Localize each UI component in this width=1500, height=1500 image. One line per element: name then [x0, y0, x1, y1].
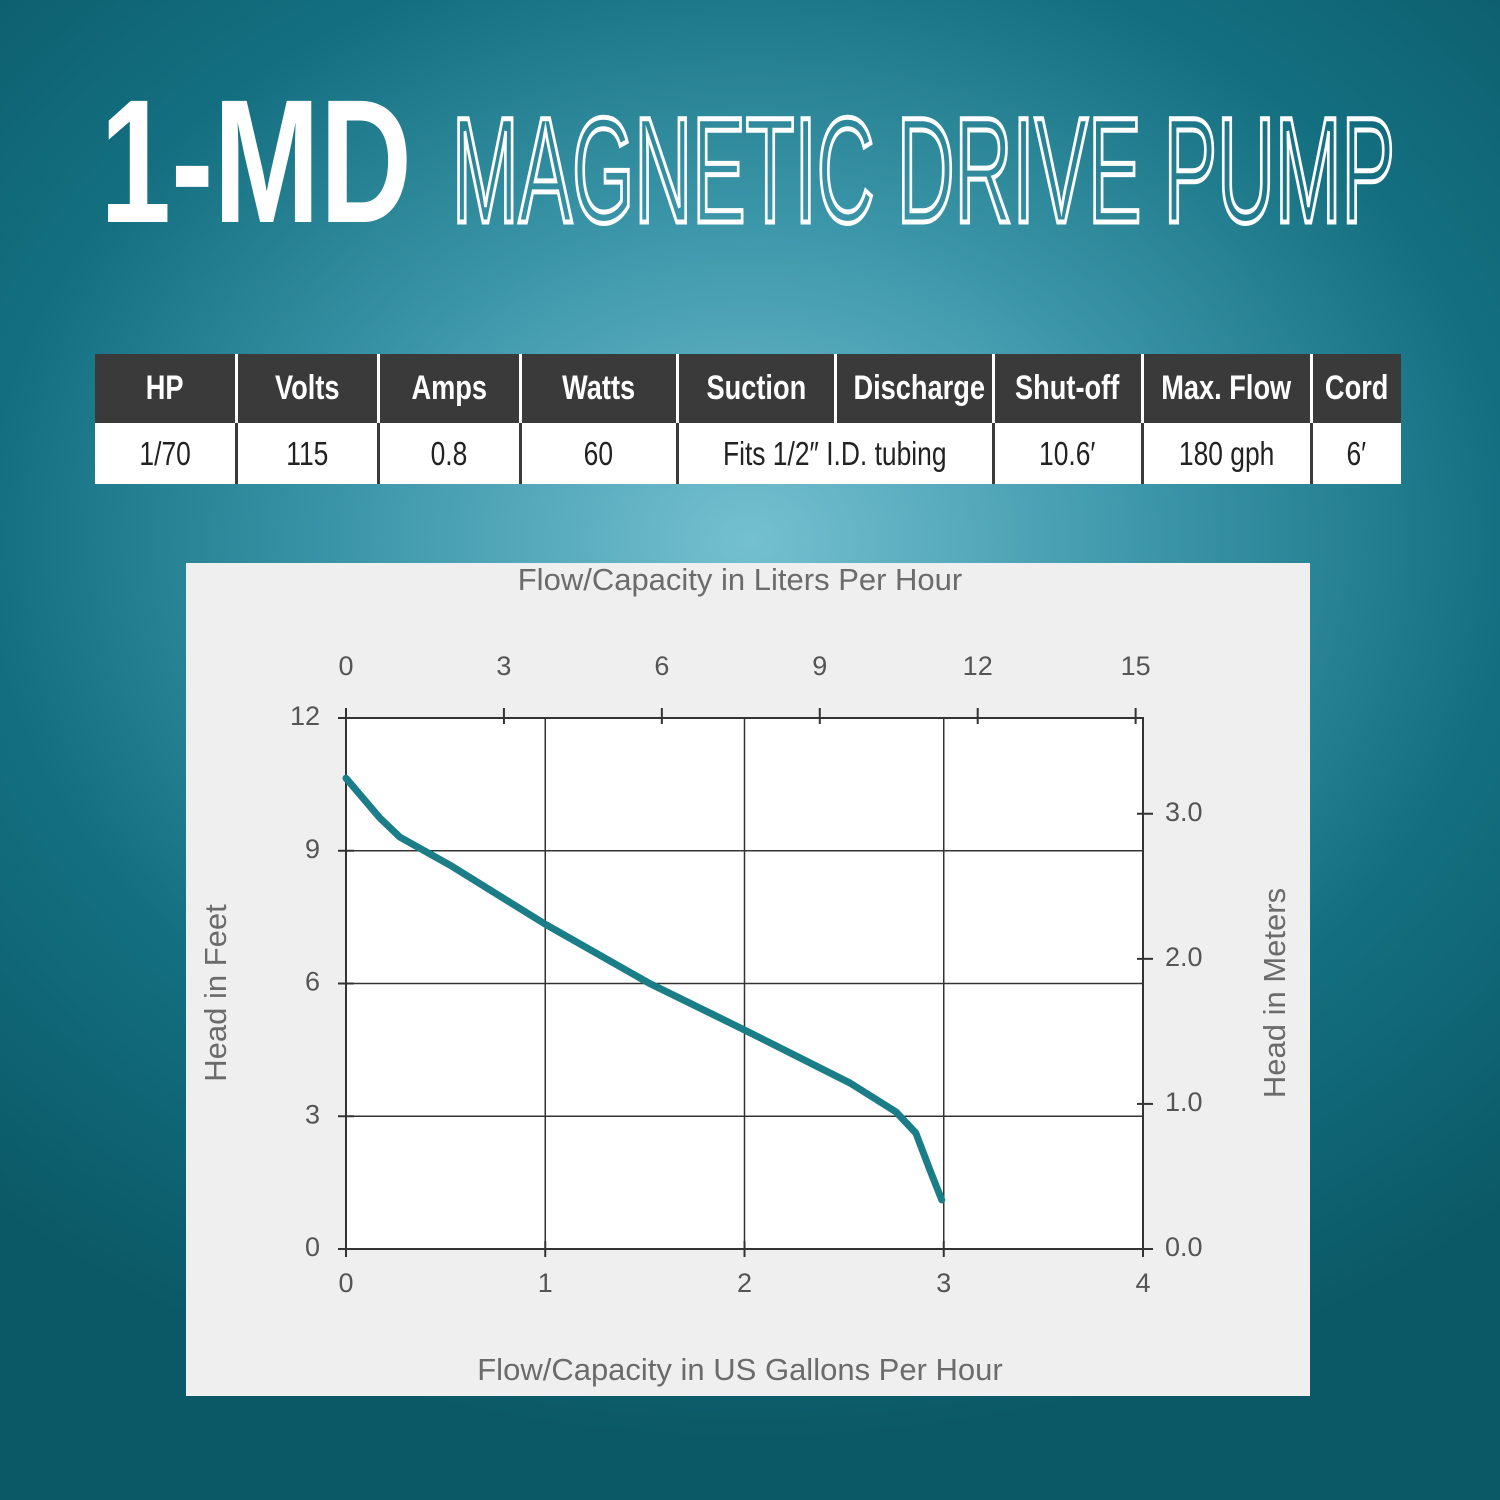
y2-tick-label: 3.0 [1165, 797, 1203, 827]
header-cell: Suction [677, 354, 837, 423]
curve [342, 774, 946, 1204]
header-cell: HP [95, 354, 238, 423]
data-row: 1/70 115 0.8 60 Fits 1/2″ I.D. tubing 10… [95, 423, 1401, 484]
x2-tick-label: 6 [654, 651, 669, 681]
chart-panel [186, 563, 1310, 1396]
cell-text: 0.8 [430, 434, 468, 472]
model-name: 1-MD [100, 64, 412, 260]
header-cell: Volts [236, 354, 380, 423]
x2-tick-label: 3 [496, 651, 511, 681]
header-text: Amps [411, 369, 487, 407]
cell-text: 180 gph [1178, 434, 1275, 472]
header-cell: Discharge [835, 354, 995, 423]
cell: Fits 1/2″ I.D. tubing [677, 423, 995, 484]
header-text: Max. Flow [1161, 369, 1292, 407]
cell-text: 115 [285, 434, 329, 472]
cell-text: Fits 1/2″ I.D. tubing [723, 434, 947, 472]
y-tick-label: 9 [305, 834, 320, 864]
x-tick-label: 3 [936, 1268, 951, 1298]
header-cell: Amps [378, 354, 522, 423]
cell: 1/70 [95, 423, 238, 484]
y2-tick-label: 1.0 [1165, 1087, 1203, 1117]
header-cell: Cord [1311, 354, 1401, 423]
header-text: Discharge [852, 369, 985, 407]
cell-text: 1/70 [139, 434, 191, 472]
x2-tick-label: 9 [812, 651, 827, 681]
x-axis-label: Flow/Capacity in US Gallons Per Hour [477, 1352, 1002, 1387]
cell: 180 gph [1142, 423, 1313, 484]
plot-border [345, 717, 1144, 1250]
plot-area [346, 718, 1143, 1249]
header-text: Shut-off [1015, 369, 1120, 407]
x2-axis-label: Flow/Capacity in Liters Per Hour [518, 562, 963, 597]
y-tick-label: 6 [305, 967, 320, 997]
title-banner: 1-MD MAGNETIC DRIVE PUMP [100, 64, 1398, 260]
header-text: Watts [561, 369, 636, 407]
header-cell: Shut-off [993, 354, 1144, 423]
header-cell: Watts [520, 354, 679, 423]
cell-text: 6′ [1346, 434, 1367, 472]
spec-table: HP Volts Amps Watts Suction Discharge Sh… [95, 354, 1401, 484]
y-axis-label: Head in Feet [198, 904, 233, 1082]
cell: 10.6′ [993, 423, 1144, 484]
cell-text: 10.6′ [1039, 434, 1096, 472]
y2-tick-label: 0.0 [1165, 1232, 1203, 1262]
header-row: HP Volts Amps Watts Suction Discharge Sh… [95, 354, 1401, 423]
header-text: Volts [274, 369, 340, 407]
x2-tick-label: 15 [1121, 651, 1151, 681]
y2-tick-label: 2.0 [1165, 942, 1203, 972]
y-tick-label: 3 [305, 1099, 320, 1129]
cell: 0.8 [378, 423, 522, 484]
x-tick-label: 0 [338, 1268, 353, 1298]
header-text: HP [145, 369, 184, 407]
y-tick-label: 12 [290, 701, 320, 731]
header-text: Suction [706, 369, 806, 407]
product-title: MAGNETIC DRIVE PUMP [452, 86, 1395, 254]
y-tick-label: 0 [305, 1232, 320, 1262]
header-cell: Max. Flow [1142, 354, 1313, 423]
y2-axis-label: Head in Meters [1257, 888, 1292, 1098]
cell: 6′ [1311, 423, 1401, 484]
cell-text: 60 [583, 434, 614, 472]
x-tick-label: 4 [1135, 1268, 1150, 1298]
cell: 115 [236, 423, 380, 484]
header-text: Cord [1325, 369, 1389, 407]
x2-tick-label: 12 [963, 651, 993, 681]
cell: 60 [520, 423, 679, 484]
x2-tick-label: 0 [338, 651, 353, 681]
x-tick-label: 2 [737, 1268, 752, 1298]
x-tick-label: 1 [538, 1268, 553, 1298]
